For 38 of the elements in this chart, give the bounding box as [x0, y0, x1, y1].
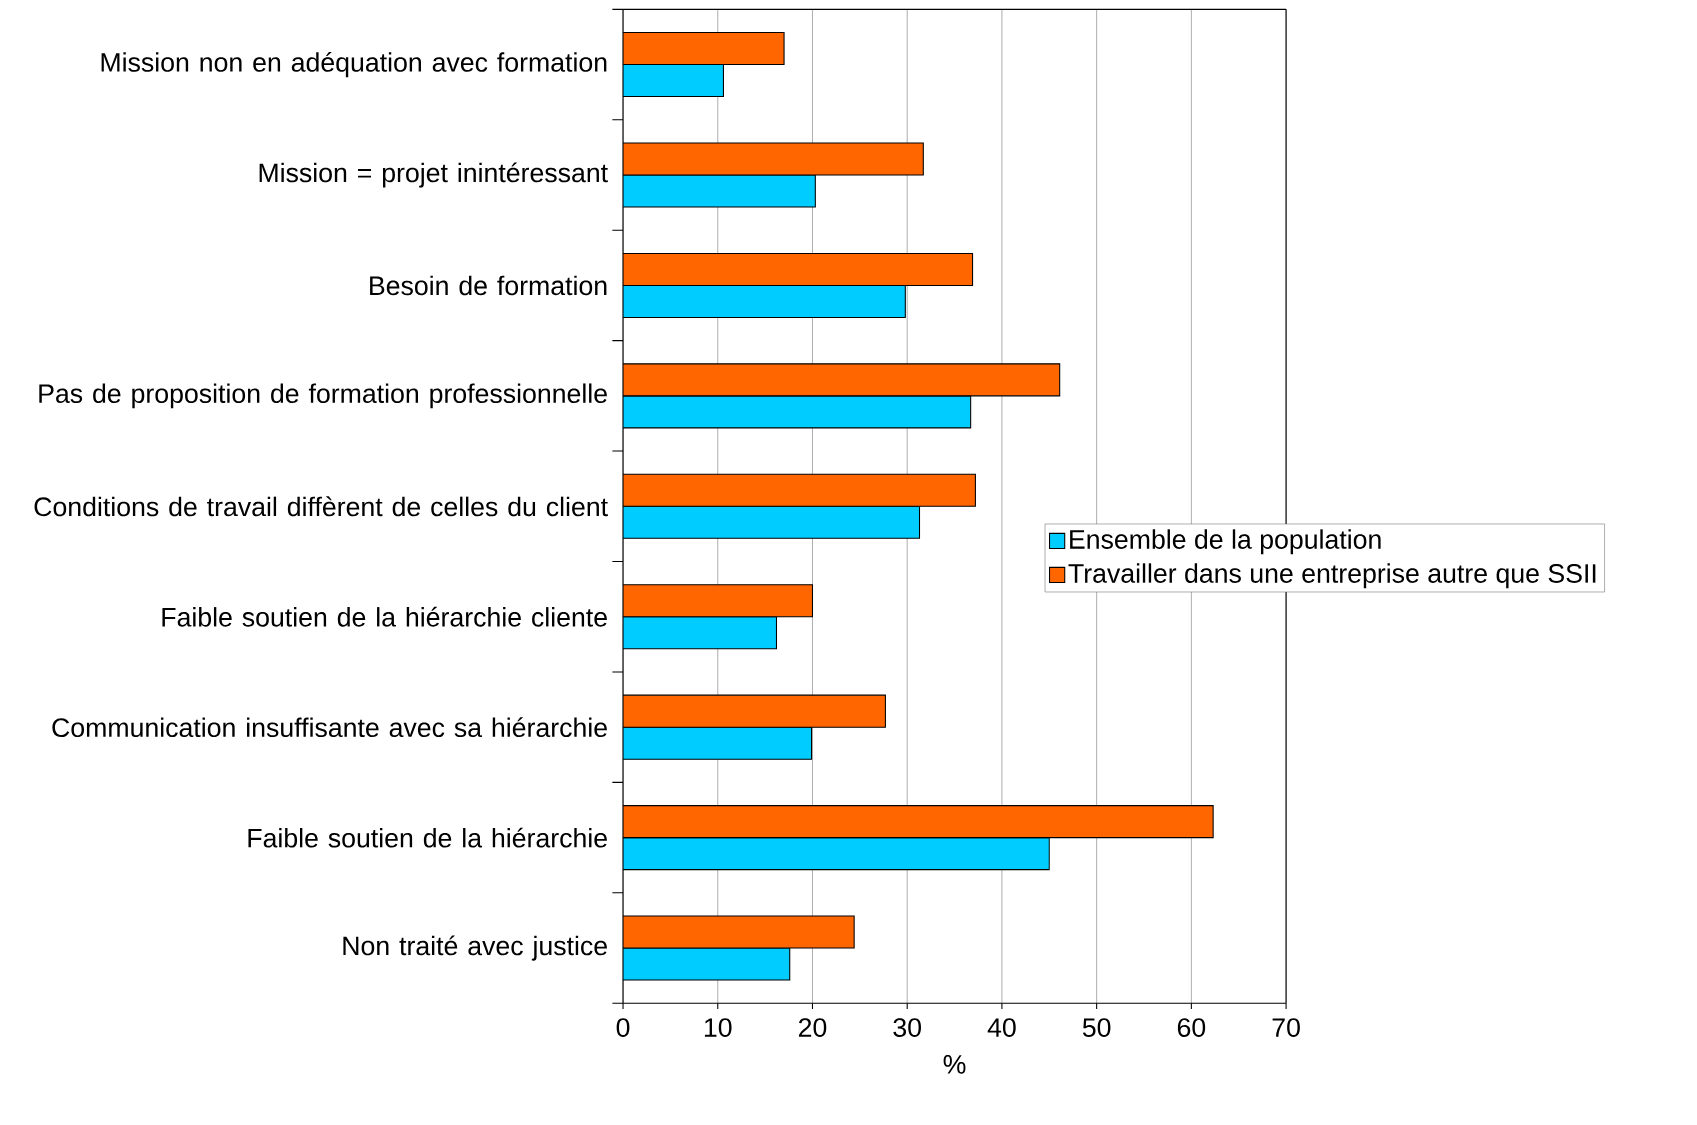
legend-label: Travailler dans une entreprise autre que SSII — [1068, 563, 1596, 589]
x-tick-label: 10 — [704, 1018, 732, 1038]
bar — [623, 363, 1061, 397]
y-tick-label: Communication insuffisante avec sa hiérarchie — [52, 717, 607, 738]
bar — [623, 395, 972, 429]
x-tick-label: 50 — [1082, 1018, 1111, 1038]
bar — [623, 285, 906, 319]
bar — [623, 915, 855, 949]
bar — [623, 805, 1214, 839]
legend-label: Ensemble de la population — [1070, 529, 1381, 555]
bar — [623, 837, 1050, 871]
x-tick-label: 70 — [1272, 1018, 1300, 1038]
y-tick-label: Faible soutien de la hiérarchie cliente — [162, 606, 607, 627]
x-tick-label: 40 — [987, 1018, 1016, 1038]
bar — [623, 253, 974, 287]
x-tick-label: 0 — [616, 1018, 630, 1038]
x-tick-label: 30 — [893, 1018, 921, 1038]
bar — [623, 726, 813, 760]
bar — [623, 616, 778, 650]
x-axis-title: % — [943, 1055, 966, 1074]
y-tick-label: Mission non en adéquation avec formation — [101, 52, 607, 78]
bar — [623, 505, 921, 540]
y-tick-label: Conditions de travail diffèrent de celles du client — [34, 496, 608, 517]
bar — [623, 64, 724, 98]
y-tick-label: Mission = projet inintéressant — [259, 162, 608, 188]
y-tick-label: Besoin de formation — [370, 275, 607, 296]
bar — [623, 584, 814, 618]
x-tick-label: 20 — [798, 1018, 827, 1038]
x-tick-label: 60 — [1177, 1018, 1206, 1038]
bar — [623, 694, 886, 728]
bar — [623, 947, 791, 981]
y-tick-label: Pas de proposition de formation professionnelle — [39, 383, 607, 409]
y-tick-label: Faible soutien de la hiérarchie — [248, 827, 607, 848]
bar — [623, 142, 924, 176]
bar — [623, 473, 976, 508]
y-tick-label: Non traité avec justice — [343, 935, 607, 961]
bar — [623, 32, 785, 66]
bar — [623, 174, 816, 208]
